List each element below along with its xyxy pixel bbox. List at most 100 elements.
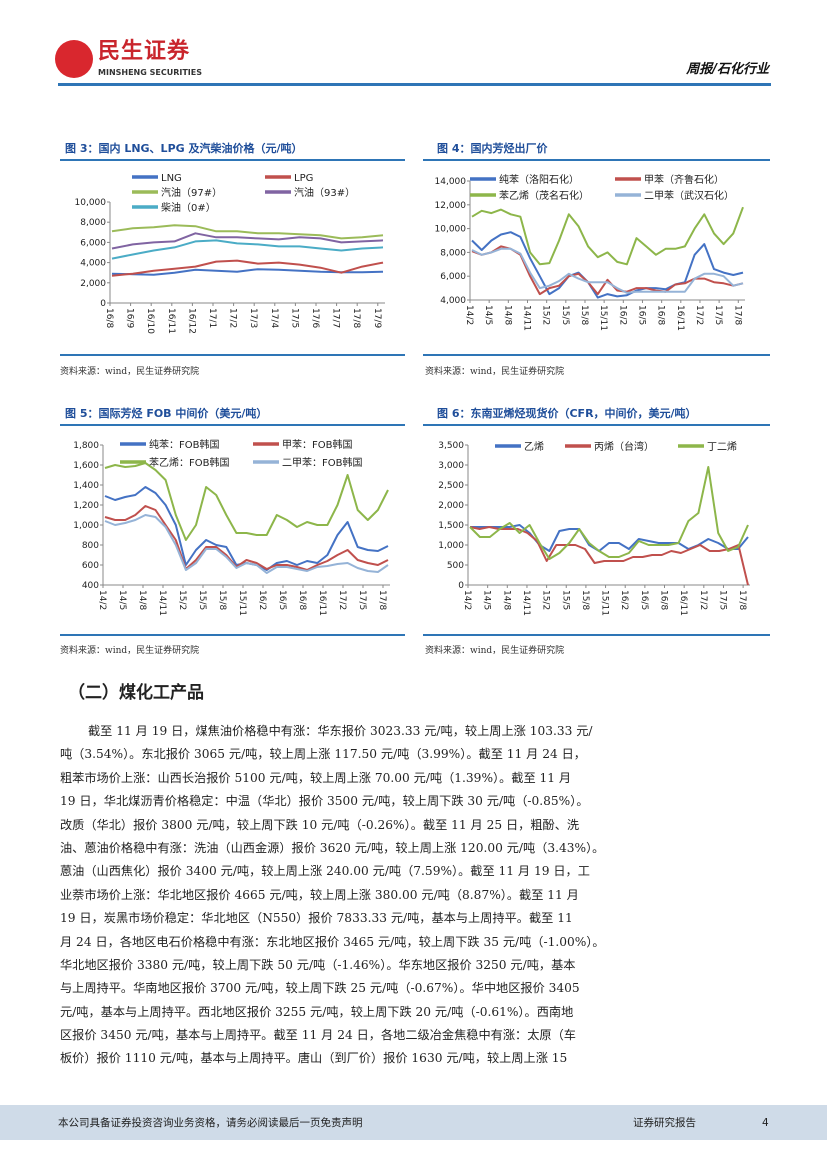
- y-tick-label: 4,000: [80, 259, 106, 269]
- y-tick-label: 500: [447, 561, 464, 571]
- x-tick-label: 16/5: [636, 305, 646, 325]
- series-line: [111, 259, 384, 277]
- paragraph-line: 蒽油（山西焦化）报价 3400 元/吨，较上周上涨 240.00 元/吨（7.5…: [60, 864, 590, 879]
- figure-6-top-rule: [423, 424, 770, 426]
- paragraph-line: 改质（华北）报价 3800 元/吨，较上周下跌 10 元/吨（-0.26%）。截…: [60, 817, 580, 832]
- x-tick-label: 14/11: [521, 305, 531, 331]
- x-tick-label: 15/2: [541, 590, 551, 610]
- x-tick-label: 17/2: [337, 590, 347, 610]
- legend-label: 纯苯（洛阳石化）: [499, 173, 579, 186]
- y-tick-label: 3,500: [438, 441, 464, 451]
- x-tick-label: 16/10: [145, 308, 155, 334]
- footer-report-label: 证券研究报告: [633, 1117, 696, 1129]
- x-tick-label: 16/2: [619, 590, 629, 610]
- series-line: [104, 462, 389, 541]
- x-tick-label: 17/2: [228, 308, 238, 328]
- figure-4-source: 资料来源：wind，民生证券研究院: [425, 367, 565, 377]
- x-tick-label: 17/5: [713, 305, 723, 325]
- x-tick-label: 14/5: [117, 590, 127, 610]
- figure-6-source: 资料来源：wind，民生证券研究院: [425, 646, 565, 656]
- legend-label: 汽油（97#）: [161, 186, 222, 199]
- y-tick-label: 10,000: [75, 198, 107, 208]
- figure-4-title: 图 4：国内芳烃出厂价: [437, 142, 548, 155]
- y-tick-label: 1,000: [438, 541, 464, 551]
- x-tick-label: 17/2: [694, 305, 704, 325]
- x-tick-label: 16/2: [257, 590, 267, 610]
- x-tick-label: 15/11: [600, 590, 610, 616]
- x-tick-label: 14/5: [482, 590, 492, 610]
- series-line: [469, 466, 749, 560]
- x-tick-label: 17/8: [737, 590, 747, 610]
- x-tick-label: 15/11: [598, 305, 608, 331]
- figure-6-bottom-rule: [423, 634, 770, 636]
- x-tick-label: 16/12: [186, 308, 196, 334]
- x-tick-label: 15/2: [541, 305, 551, 325]
- y-tick-label: 14,000: [435, 177, 467, 187]
- y-tick-label: 1,400: [73, 481, 99, 491]
- y-tick-label: 6,000: [440, 272, 466, 282]
- x-tick-label: 14/11: [157, 590, 167, 616]
- footer-bar: 本公司具备证券投资咨询业务资格，请务必阅读最后一页免责声明 证券研究报告 4: [0, 1105, 827, 1140]
- legend-label: 甲苯：FOB韩国: [282, 438, 352, 451]
- series-line: [104, 514, 389, 574]
- x-tick-label: 16/11: [317, 590, 327, 616]
- x-tick-label: 16/5: [639, 590, 649, 610]
- legend-label: 纯苯：FOB韩国: [149, 438, 219, 451]
- x-tick-label: 14/8: [502, 305, 512, 325]
- paragraph-line: 粗苯市场价上涨：山西长治报价 5100 元/吨，较上周上涨 70.00 元/吨（…: [60, 770, 572, 785]
- x-tick-label: 17/4: [269, 308, 279, 328]
- x-tick-label: 17/2: [698, 590, 708, 610]
- x-tick-label: 14/5: [483, 305, 493, 325]
- series-line: [471, 206, 744, 266]
- report-type: 周报/石化行业: [686, 62, 769, 77]
- series-line: [104, 486, 389, 571]
- x-tick-label: 16/2: [617, 305, 627, 325]
- figure-3-source: 资料来源：wind，民生证券研究院: [60, 367, 200, 377]
- x-tick-label: 15/5: [197, 590, 207, 610]
- legend-label: 苯乙烯：FOB韩国: [149, 456, 229, 469]
- y-tick-label: 2,000: [80, 279, 106, 289]
- x-tick-label: 17/8: [377, 590, 387, 610]
- series-line: [471, 231, 744, 299]
- series-line: [111, 232, 384, 250]
- figure-3-title: 图 3：国内 LNG、LPG 及汽柴油价格（元/吨）: [65, 142, 303, 155]
- y-tick-label: 12,000: [435, 201, 467, 211]
- x-tick-label: 14/8: [501, 590, 511, 610]
- series-line: [111, 239, 384, 260]
- figure-3-bottom-rule: [60, 354, 405, 356]
- x-tick-label: 16/8: [297, 590, 307, 610]
- x-tick-label: 15/5: [560, 590, 570, 610]
- figure-6-chart: 0 500 1,000 1,500 2,000 2,500 3,000 3,500 14/2 14…: [438, 440, 750, 616]
- y-tick-label: 1,500: [438, 521, 464, 531]
- section-heading: （二）煤化工产品: [68, 683, 204, 703]
- figure-5-title: 图 5：国际芳烃 FOB 中间价（美元/吨）: [65, 407, 268, 420]
- x-tick-label: 14/8: [137, 590, 147, 610]
- x-tick-label: 15/5: [560, 305, 570, 325]
- y-tick-label: 2,000: [438, 501, 464, 511]
- y-tick-label: 4,000: [440, 296, 466, 306]
- paragraph-line: 截至 11 月 19 日，煤焦油价格稳中有涨：华东报价 3023.33 元/吨，…: [88, 724, 593, 738]
- x-tick-label: 16/8: [656, 305, 666, 325]
- legend-label: 苯乙烯（茂名石化）: [499, 189, 589, 202]
- y-tick-label: 10,000: [435, 225, 467, 235]
- x-tick-label: 17/7: [331, 308, 341, 328]
- series-line: [111, 224, 384, 240]
- legend-label: 丁二烯: [707, 440, 737, 453]
- x-tick-label: 16/8: [104, 308, 114, 328]
- series-line: [471, 247, 744, 294]
- legend-label: 丙烯（台湾）: [594, 440, 654, 453]
- figure-5-bottom-rule: [60, 634, 405, 636]
- x-tick-label: 17/8: [351, 308, 361, 328]
- y-tick-label: 600: [82, 561, 99, 571]
- figure-5-source: 资料来源：wind，民生证券研究院: [60, 646, 200, 656]
- paragraph-line: 元/吨，基本与上周持平。西北地区报价 3255 元/吨，较上周下跌 20 元/吨…: [60, 1004, 574, 1019]
- paragraph-line: 19 日，华北煤沥青价格稳定：中温（华北）报价 3500 元/吨，较上周下跌 3…: [60, 794, 589, 809]
- series-line: [104, 505, 389, 571]
- paragraph-line: 区报价 3450 元/吨，基本与上周持平。截至 11 月 24 日，各地二级冶金…: [60, 1028, 576, 1043]
- paragraph-line: 业萘市场价上涨：华北地区报价 4665 元/吨，较上周上涨 380.00 元/吨…: [60, 887, 579, 902]
- figure-3-top-rule: [60, 159, 405, 161]
- footer-disclaimer: 本公司具备证券投资咨询业务资格，请务必阅读最后一页免责声明: [58, 1117, 363, 1129]
- x-tick-label: 15/11: [237, 590, 247, 616]
- x-tick-label: 16/9: [125, 308, 135, 328]
